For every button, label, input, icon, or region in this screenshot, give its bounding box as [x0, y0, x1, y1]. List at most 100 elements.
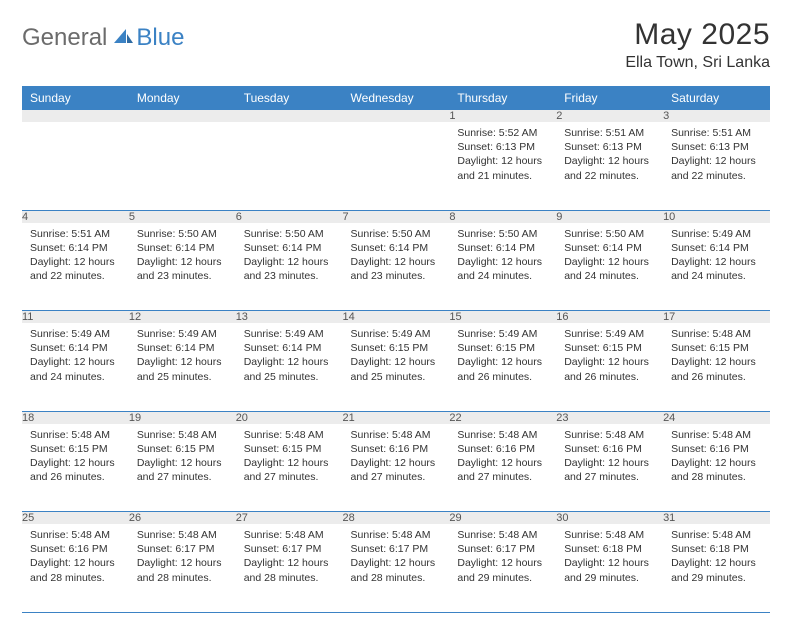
day-header: Friday — [556, 86, 663, 110]
calendar-body: 123Sunrise: 5:52 AMSunset: 6:13 PMDaylig… — [22, 110, 770, 612]
day-cell: Sunrise: 5:50 AMSunset: 6:14 PMDaylight:… — [556, 223, 663, 311]
day-cell: Sunrise: 5:49 AMSunset: 6:15 PMDaylight:… — [449, 323, 556, 411]
day-number: 30 — [556, 512, 663, 525]
day-cell: Sunrise: 5:48 AMSunset: 6:17 PMDaylight:… — [236, 524, 343, 612]
day-cell: Sunrise: 5:48 AMSunset: 6:15 PMDaylight:… — [22, 424, 129, 512]
day-number — [129, 110, 236, 122]
day-number: 8 — [449, 210, 556, 223]
day-number: 11 — [22, 311, 129, 324]
day-cell: Sunrise: 5:48 AMSunset: 6:17 PMDaylight:… — [449, 524, 556, 612]
location-label: Ella Town, Sri Lanka — [625, 54, 770, 72]
day-details: Sunrise: 5:49 AMSunset: 6:14 PMDaylight:… — [22, 323, 129, 390]
day-details: Sunrise: 5:48 AMSunset: 6:16 PMDaylight:… — [663, 424, 770, 491]
day-details: Sunrise: 5:49 AMSunset: 6:15 PMDaylight:… — [449, 323, 556, 390]
week-row: Sunrise: 5:48 AMSunset: 6:15 PMDaylight:… — [22, 424, 770, 512]
day-details: Sunrise: 5:48 AMSunset: 6:15 PMDaylight:… — [22, 424, 129, 491]
day-cell: Sunrise: 5:51 AMSunset: 6:13 PMDaylight:… — [556, 122, 663, 210]
day-details: Sunrise: 5:49 AMSunset: 6:15 PMDaylight:… — [556, 323, 663, 390]
calendar-page: General Blue May 2025 Ella Town, Sri Lan… — [0, 0, 792, 623]
day-cell: Sunrise: 5:49 AMSunset: 6:14 PMDaylight:… — [236, 323, 343, 411]
day-cell — [129, 122, 236, 210]
day-header: Wednesday — [343, 86, 450, 110]
logo-sail-icon — [112, 25, 134, 52]
day-number: 18 — [22, 411, 129, 424]
day-number: 22 — [449, 411, 556, 424]
day-number: 24 — [663, 411, 770, 424]
day-number: 7 — [343, 210, 450, 223]
day-header: Thursday — [449, 86, 556, 110]
day-number-row: 11121314151617 — [22, 311, 770, 324]
day-number: 15 — [449, 311, 556, 324]
day-number: 19 — [129, 411, 236, 424]
day-details: Sunrise: 5:52 AMSunset: 6:13 PMDaylight:… — [449, 122, 556, 189]
day-cell: Sunrise: 5:50 AMSunset: 6:14 PMDaylight:… — [236, 223, 343, 311]
day-cell: Sunrise: 5:49 AMSunset: 6:14 PMDaylight:… — [129, 323, 236, 411]
day-number: 9 — [556, 210, 663, 223]
day-details: Sunrise: 5:50 AMSunset: 6:14 PMDaylight:… — [449, 223, 556, 290]
day-cell: Sunrise: 5:51 AMSunset: 6:14 PMDaylight:… — [22, 223, 129, 311]
day-details: Sunrise: 5:49 AMSunset: 6:14 PMDaylight:… — [663, 223, 770, 290]
day-number: 25 — [22, 512, 129, 525]
day-cell: Sunrise: 5:50 AMSunset: 6:14 PMDaylight:… — [343, 223, 450, 311]
day-number — [22, 110, 129, 122]
day-details: Sunrise: 5:49 AMSunset: 6:15 PMDaylight:… — [343, 323, 450, 390]
day-cell — [343, 122, 450, 210]
week-row: Sunrise: 5:52 AMSunset: 6:13 PMDaylight:… — [22, 122, 770, 210]
logo-text-blue: Blue — [136, 24, 184, 52]
day-details: Sunrise: 5:48 AMSunset: 6:15 PMDaylight:… — [236, 424, 343, 491]
day-cell: Sunrise: 5:48 AMSunset: 6:17 PMDaylight:… — [343, 524, 450, 612]
day-number-row: 45678910 — [22, 210, 770, 223]
day-details: Sunrise: 5:48 AMSunset: 6:15 PMDaylight:… — [129, 424, 236, 491]
day-header-row: Sunday Monday Tuesday Wednesday Thursday… — [22, 86, 770, 110]
day-header: Monday — [129, 86, 236, 110]
day-cell: Sunrise: 5:48 AMSunset: 6:18 PMDaylight:… — [556, 524, 663, 612]
day-cell — [236, 122, 343, 210]
calendar-table: Sunday Monday Tuesday Wednesday Thursday… — [22, 86, 770, 613]
day-cell: Sunrise: 5:52 AMSunset: 6:13 PMDaylight:… — [449, 122, 556, 210]
day-cell: Sunrise: 5:48 AMSunset: 6:16 PMDaylight:… — [22, 524, 129, 612]
day-number: 17 — [663, 311, 770, 324]
day-number: 28 — [343, 512, 450, 525]
day-number: 3 — [663, 110, 770, 122]
day-number — [343, 110, 450, 122]
day-details: Sunrise: 5:49 AMSunset: 6:14 PMDaylight:… — [236, 323, 343, 390]
day-cell: Sunrise: 5:48 AMSunset: 6:16 PMDaylight:… — [343, 424, 450, 512]
day-number: 12 — [129, 311, 236, 324]
day-number: 31 — [663, 512, 770, 525]
day-number: 20 — [236, 411, 343, 424]
day-details: Sunrise: 5:50 AMSunset: 6:14 PMDaylight:… — [129, 223, 236, 290]
day-number: 29 — [449, 512, 556, 525]
day-details: Sunrise: 5:48 AMSunset: 6:16 PMDaylight:… — [449, 424, 556, 491]
title-block: May 2025 Ella Town, Sri Lanka — [625, 18, 770, 72]
day-details: Sunrise: 5:48 AMSunset: 6:16 PMDaylight:… — [22, 524, 129, 591]
day-cell: Sunrise: 5:48 AMSunset: 6:16 PMDaylight:… — [663, 424, 770, 512]
day-cell: Sunrise: 5:48 AMSunset: 6:18 PMDaylight:… — [663, 524, 770, 612]
day-number: 27 — [236, 512, 343, 525]
header-row: General Blue May 2025 Ella Town, Sri Lan… — [22, 18, 770, 72]
day-cell: Sunrise: 5:49 AMSunset: 6:14 PMDaylight:… — [663, 223, 770, 311]
logo-text-general: General — [22, 24, 107, 52]
day-number — [236, 110, 343, 122]
day-details: Sunrise: 5:51 AMSunset: 6:13 PMDaylight:… — [663, 122, 770, 189]
day-cell: Sunrise: 5:51 AMSunset: 6:13 PMDaylight:… — [663, 122, 770, 210]
day-number: 10 — [663, 210, 770, 223]
day-number: 13 — [236, 311, 343, 324]
day-header: Tuesday — [236, 86, 343, 110]
day-cell: Sunrise: 5:48 AMSunset: 6:16 PMDaylight:… — [556, 424, 663, 512]
day-number: 1 — [449, 110, 556, 122]
day-number: 23 — [556, 411, 663, 424]
day-details: Sunrise: 5:48 AMSunset: 6:15 PMDaylight:… — [663, 323, 770, 390]
day-details: Sunrise: 5:48 AMSunset: 6:16 PMDaylight:… — [556, 424, 663, 491]
day-number: 2 — [556, 110, 663, 122]
day-cell: Sunrise: 5:48 AMSunset: 6:16 PMDaylight:… — [449, 424, 556, 512]
week-row: Sunrise: 5:49 AMSunset: 6:14 PMDaylight:… — [22, 323, 770, 411]
day-cell: Sunrise: 5:50 AMSunset: 6:14 PMDaylight:… — [129, 223, 236, 311]
day-number: 26 — [129, 512, 236, 525]
day-header: Sunday — [22, 86, 129, 110]
month-title: May 2025 — [625, 18, 770, 52]
day-details: Sunrise: 5:48 AMSunset: 6:17 PMDaylight:… — [129, 524, 236, 591]
day-details: Sunrise: 5:48 AMSunset: 6:17 PMDaylight:… — [449, 524, 556, 591]
day-cell — [22, 122, 129, 210]
day-number-row: 123 — [22, 110, 770, 122]
day-number: 6 — [236, 210, 343, 223]
